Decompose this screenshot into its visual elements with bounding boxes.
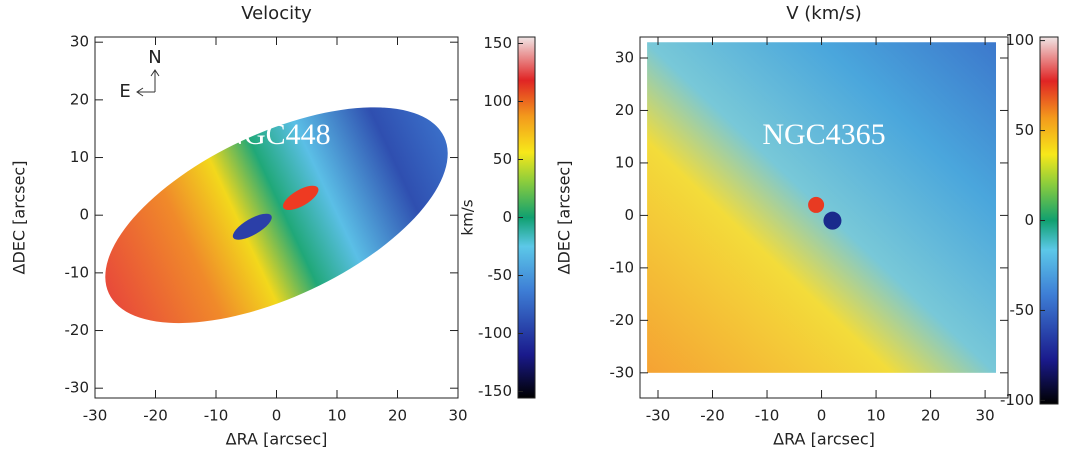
y-tick-label: 30 xyxy=(70,33,89,51)
y-tick-label: -10 xyxy=(610,258,635,276)
x-tick-label: -20 xyxy=(700,407,725,425)
colorbar-tick-label: 50 xyxy=(1015,121,1034,139)
colorbar-tick-label: -50 xyxy=(488,266,513,284)
colorbar-tick-label: 150 xyxy=(483,34,512,52)
y-tick-label: 10 xyxy=(70,148,89,166)
colorbar-tick-label: -100 xyxy=(1000,391,1034,409)
colorbar-tick-label: -50 xyxy=(1010,301,1035,319)
x-axis-label: ΔRA [arcsec] xyxy=(773,430,875,449)
central-blob xyxy=(282,185,319,211)
x-tick-label: 10 xyxy=(327,407,346,425)
y-axis-label: ΔDEC [arcsec] xyxy=(555,161,574,275)
colorbar-tick-label: 100 xyxy=(1005,31,1034,49)
map-annotation: NGC4365 xyxy=(762,118,885,151)
x-tick-label: 20 xyxy=(388,407,407,425)
y-tick-label: -30 xyxy=(65,379,90,397)
colorbar-tick-label: -150 xyxy=(478,382,512,400)
colorbar-tick-label: 0 xyxy=(1024,211,1034,229)
x-tick-label: 20 xyxy=(921,407,940,425)
colorbar-tick-label: 100 xyxy=(483,92,512,110)
y-tick-label: 20 xyxy=(70,90,89,108)
plot-frame xyxy=(639,36,1009,399)
compass-east: E xyxy=(119,81,130,102)
x-tick-label: -10 xyxy=(755,407,780,425)
x-tick-label: -30 xyxy=(646,407,671,425)
velocity-field xyxy=(105,107,448,324)
y-tick-label: 0 xyxy=(624,206,634,224)
compass-arrows xyxy=(136,69,160,97)
y-tick-label: -10 xyxy=(65,263,90,281)
compass-north: N xyxy=(148,47,161,68)
x-tick-label: -10 xyxy=(204,407,229,425)
y-tick-label: -20 xyxy=(610,311,635,329)
x-axis-label: ΔRA [arcsec] xyxy=(226,430,328,449)
chart-title: Velocity xyxy=(241,3,312,24)
y-tick-label: 20 xyxy=(615,101,634,119)
y-tick-label: 30 xyxy=(615,48,634,66)
central-blob xyxy=(823,211,842,230)
x-tick-label: -30 xyxy=(83,407,108,425)
central-blob xyxy=(808,196,825,213)
colorbar-label: km/s xyxy=(459,199,477,235)
y-tick-label: -20 xyxy=(65,321,90,339)
y-axis-label: ΔDEC [arcsec] xyxy=(10,161,29,275)
x-tick-label: -20 xyxy=(143,407,168,425)
chart-title: V (km/s) xyxy=(786,3,861,24)
x-tick-label: 30 xyxy=(976,407,995,425)
colorbar-tick-label: -100 xyxy=(478,324,512,342)
x-tick-label: 0 xyxy=(817,407,827,425)
x-tick-label: 0 xyxy=(272,407,282,425)
map-annotation: NGC448 xyxy=(222,118,330,151)
colorbar-tick-label: 50 xyxy=(493,150,512,168)
y-tick-label: 0 xyxy=(79,206,89,224)
colorbar-tick-label: 0 xyxy=(502,208,512,226)
x-tick-label: 30 xyxy=(448,407,467,425)
y-tick-label: -30 xyxy=(610,363,635,381)
central-blob xyxy=(232,213,272,240)
y-tick-label: 10 xyxy=(615,153,634,171)
x-tick-label: 10 xyxy=(867,407,886,425)
